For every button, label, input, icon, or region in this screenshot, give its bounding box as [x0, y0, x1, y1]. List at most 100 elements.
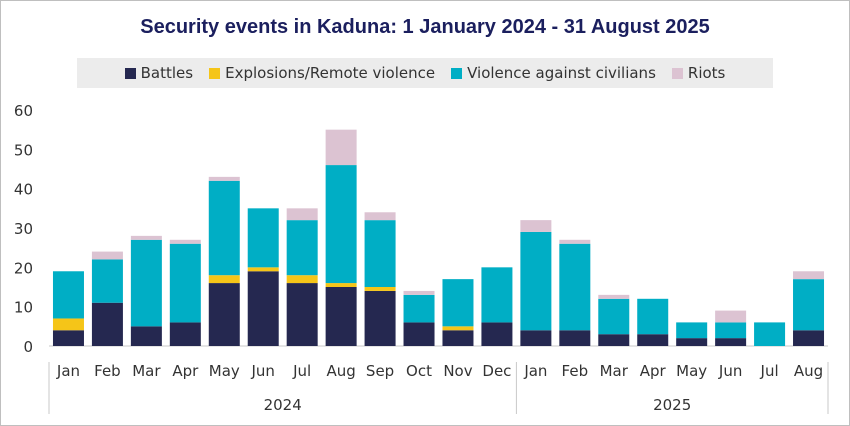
- bar-segment-battles: [559, 330, 591, 346]
- bar-segment-violence: [754, 322, 786, 346]
- x-tick-label: Jan: [56, 362, 80, 380]
- x-tick-label: Aug: [794, 362, 823, 380]
- bar-segment-violence: [793, 279, 825, 331]
- bar-segment-battles: [208, 283, 240, 346]
- x-tick-label: Nov: [443, 362, 472, 380]
- bar-segment-battles: [793, 330, 825, 346]
- bar-segment-battles: [325, 287, 357, 346]
- x-tick-label: Sep: [366, 362, 394, 380]
- legend-item-riots: Riots: [671, 64, 726, 82]
- bar-segment-riots: [208, 176, 240, 181]
- bar-segment-violence: [403, 294, 435, 323]
- bar-segment-explosions: [325, 283, 357, 287]
- bar-segment-riots: [403, 290, 435, 295]
- chart-title: Security events in Kaduna: 1 January 202…: [140, 16, 710, 38]
- bar-segment-riots: [325, 129, 357, 166]
- legend-item-violence: Violence against civilians: [451, 64, 656, 82]
- legend-swatch: [124, 67, 136, 79]
- chart-legend: Battles Explosions/Remote violence Violenc…: [77, 58, 773, 88]
- bar-segment-violence: [715, 322, 747, 339]
- bar-segment-explosions: [247, 267, 279, 272]
- bar-segment-violence: [286, 220, 318, 276]
- x-tick-label: Oct: [406, 362, 432, 380]
- bar-segment-battles: [286, 283, 318, 346]
- y-tick-label: 40: [14, 181, 33, 199]
- bar-segment-violence: [559, 243, 591, 331]
- bar-segment-violence: [637, 298, 669, 335]
- bar-segment-explosions: [442, 326, 474, 331]
- bar-segment-battles: [169, 322, 201, 346]
- legend-label: Battles: [140, 64, 194, 82]
- x-tick-label: May: [676, 362, 707, 380]
- bar-segment-battles: [676, 338, 708, 346]
- legend-label: Riots: [687, 64, 726, 82]
- legend-swatch: [671, 67, 683, 79]
- bar-segment-riots: [91, 251, 123, 260]
- x-tick-label: Aug: [326, 362, 355, 380]
- bar-segment-battles: [442, 330, 474, 346]
- legend-label: Violence against civilians: [467, 64, 656, 82]
- x-tick-label: Jun: [718, 362, 742, 380]
- bar-segment-riots: [169, 239, 201, 244]
- x-tick-label: Apr: [172, 362, 199, 380]
- bar-segment-violence: [481, 267, 513, 323]
- bar-segment-riots: [130, 235, 162, 240]
- bar-segment-explosions: [286, 275, 318, 284]
- bar-segment-violence: [169, 243, 201, 323]
- x-tick-label: May: [209, 362, 240, 380]
- bar-segment-violence: [208, 180, 240, 276]
- bar-segment-violence: [364, 220, 396, 287]
- year-group-label: 2025: [653, 396, 691, 414]
- bar-segment-violence: [52, 271, 84, 319]
- bar-segment-battles: [130, 326, 162, 346]
- bar-segment-riots: [364, 212, 396, 221]
- y-tick-label: 60: [14, 102, 33, 120]
- legend-swatch: [209, 67, 221, 79]
- bar-segment-explosions: [364, 287, 396, 291]
- bar-segment-riots: [793, 271, 825, 280]
- bar-segment-battles: [637, 334, 669, 346]
- bar-segment-battles: [715, 338, 747, 346]
- bar-segment-riots: [286, 208, 318, 221]
- bar-segment-battles: [403, 322, 435, 346]
- bar-segment-explosions: [52, 318, 84, 331]
- bar-segment-riots: [559, 239, 591, 244]
- legend-item-battles: Battles: [124, 64, 194, 82]
- legend-item-explosions: Explosions/Remote violence: [209, 64, 435, 82]
- bar-segment-riots: [715, 310, 747, 323]
- year-group-label: 2024: [264, 396, 302, 414]
- bar-segment-violence: [676, 322, 708, 339]
- bar-segment-battles: [52, 330, 84, 346]
- bar-segment-explosions: [208, 275, 240, 284]
- y-tick-label: 0: [23, 338, 33, 356]
- bar-segment-battles: [91, 302, 123, 346]
- bar-segment-riots: [598, 294, 630, 299]
- y-tick-label: 20: [14, 259, 33, 277]
- y-tick-label: 30: [14, 220, 33, 238]
- x-tick-label: Feb: [562, 362, 589, 380]
- bar-segment-riots: [520, 220, 552, 232]
- bar-segment-violence: [598, 298, 630, 335]
- bar-segment-battles: [598, 334, 630, 346]
- x-tick-label: Mar: [600, 362, 629, 380]
- x-tick-label: Jul: [760, 362, 779, 380]
- bar-segment-battles: [364, 290, 396, 346]
- legend-swatch: [451, 67, 463, 79]
- x-tick-label: Apr: [640, 362, 667, 380]
- x-tick-label: Mar: [132, 362, 161, 380]
- bar-segment-violence: [247, 208, 279, 268]
- x-tick-label: Feb: [94, 362, 121, 380]
- x-tick-label: Jul: [292, 362, 311, 380]
- bar-segment-violence: [130, 239, 162, 327]
- x-tick-label: Dec: [482, 362, 511, 380]
- x-tick-label: Jan: [523, 362, 547, 380]
- bar-segment-violence: [520, 231, 552, 331]
- y-tick-label: 50: [14, 141, 33, 159]
- legend-label: Explosions/Remote violence: [225, 64, 436, 82]
- bar-segment-battles: [481, 322, 513, 346]
- bar-segment-battles: [520, 330, 552, 346]
- bar-segment-battles: [247, 271, 279, 346]
- y-tick-label: 10: [14, 299, 33, 317]
- x-tick-label: Jun: [251, 362, 275, 380]
